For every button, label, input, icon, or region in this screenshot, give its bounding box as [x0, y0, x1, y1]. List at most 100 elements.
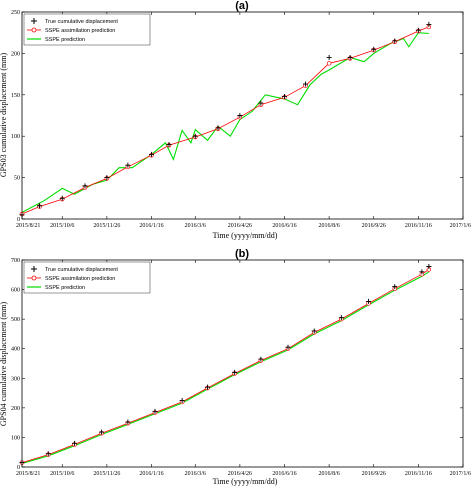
chart-b-legend-label-true: True cumulative displacement	[45, 267, 118, 273]
chart-a-true-point	[192, 133, 198, 139]
chart-a-series	[19, 21, 432, 218]
chart-b-x-tick-label: 2016/9/26	[362, 471, 386, 477]
chart-b-legend-entry-prediction: SSPE prediction	[27, 285, 85, 291]
chart-a-true-point	[347, 55, 353, 61]
chart-a-true-point	[166, 141, 172, 147]
chart-a-legend-circle-marker	[31, 27, 37, 33]
chart-a-true-point	[415, 27, 421, 33]
chart-a-legend: True cumulative displacement SSPE assimi…	[23, 13, 151, 46]
chart-a-true-point	[82, 183, 88, 189]
chart-b-x-axis-label: Time (yyyy/mm/dd)	[213, 477, 278, 486]
chart-b-x-axis: 2015/8/21 2015/10/6 2015/11/26 2016/1/16 201…	[16, 260, 471, 477]
chart-b-true-point	[205, 384, 210, 390]
chart-b-true-point	[419, 269, 425, 275]
chart-b-true-point	[99, 429, 105, 435]
chart-b-true-point	[311, 328, 317, 334]
chart-a-true-point	[326, 55, 332, 61]
chart-b-y-axis-label: GPS04 cumulative displacement (mm)	[0, 302, 8, 427]
chart-a-true-point	[104, 175, 110, 181]
chart-b-true-point	[179, 397, 185, 403]
chart-b-true-point	[258, 356, 264, 362]
chart-b-true-point	[426, 264, 432, 270]
chart-b-true-point	[285, 344, 291, 350]
chart-b-y-axis: 0 100 200 300 400 500 600 700	[11, 258, 463, 471]
chart-a-x-tick-label: 2016/3/6	[185, 223, 206, 229]
chart-b-true-point	[338, 315, 344, 321]
chart-a-legend-label-true: True cumulative displacement	[45, 19, 118, 25]
chart-b-true-point	[72, 440, 77, 446]
chart-b-true-point	[232, 369, 238, 375]
chart-b-x-tick-label: 2015/8/21	[16, 471, 40, 477]
chart-a-true-point	[237, 113, 243, 118]
chart-a-x-tick-label: 2015/11/26	[93, 223, 120, 229]
chart-b-true-point	[366, 298, 371, 304]
chart-a-title: (a)	[235, 0, 249, 12]
chart-a-x-tick-label: 2017/1/6	[450, 223, 471, 229]
chart-b-legend: True cumulative displacement SSPE assimi…	[23, 261, 151, 294]
chart-b-y-tick-label: 300	[11, 376, 20, 382]
chart-a-x-tick-label: 2016/6/16	[272, 223, 296, 229]
chart-a-true-point	[19, 212, 25, 218]
chart-b-legend-circle-marker	[31, 275, 37, 281]
chart-a-legend-box	[23, 13, 151, 46]
chart-b-true-point	[152, 408, 158, 414]
chart-a-y-tick-label: 50	[14, 176, 20, 182]
chart-b-x-tick-label: 2017/1/6	[450, 471, 471, 477]
chart-a-x-tick-label: 2016/1/16	[139, 223, 163, 229]
chart-b-true-point	[45, 451, 51, 457]
chart-a-true-point	[215, 125, 221, 131]
chart-a-series-line-assimilation_series	[21, 26, 430, 215]
chart-a-y-tick-label: 150	[11, 93, 20, 99]
chart-a-legend-entry-true: True cumulative displacement	[31, 18, 118, 25]
chart-b-y-tick-label: 500	[11, 317, 20, 323]
chart-b-legend-entry-true: True cumulative displacement	[31, 266, 118, 273]
chart-a-legend-entry-prediction: SSPE prediction	[27, 37, 85, 43]
chart-a-y-tick-label: 250	[11, 10, 20, 16]
chart-a-true-point	[125, 162, 131, 168]
chart-a-x-tick-label: 2015/8/21	[16, 223, 40, 229]
chart-a-y-axis-label: GPS03 cumulative displacement (mm)	[0, 53, 8, 178]
chart-b-plot-frame	[21, 259, 464, 468]
chart-b-x-tick-label: 2016/6/16	[272, 471, 296, 477]
chart-a-true-point	[426, 21, 432, 27]
chart-a-assimilation-point	[326, 61, 332, 66]
chart-b-y-tick-label: 700	[11, 258, 20, 264]
chart-a-true-point	[59, 195, 65, 201]
chart-a-true-point	[282, 93, 287, 99]
chart-a-legend-label-assimilation: SSPE assimilation prediction	[45, 28, 115, 34]
chart-a-x-tick-label: 2015/10/6	[50, 223, 74, 229]
chart-b-x-tick-label: 2015/11/26	[93, 471, 120, 477]
chart-b-legend-plus-marker	[31, 266, 37, 272]
chart-a-x-tick-label: 2016/9/26	[362, 223, 386, 229]
chart-b-x-tick-label: 2016/4/26	[228, 471, 252, 477]
chart-b-y-tick-label: 200	[11, 406, 20, 412]
chart-a-y-axis: 0 50 100 150 200 250	[11, 10, 463, 223]
chart-b-true-point	[125, 419, 131, 425]
chart-b-true-point	[19, 460, 25, 466]
chart-a-x-axis-label: Time (yyyy/mm/dd)	[213, 231, 278, 240]
chart-a-legend-entry-assimilation: SSPE assimilation prediction	[27, 27, 115, 34]
chart-b-y-tick-label: 0	[17, 465, 20, 471]
chart-a-true-point	[258, 100, 264, 106]
chart-a-legend-label-prediction: SSPE prediction	[45, 37, 85, 43]
chart-b-series	[19, 264, 432, 466]
chart-a-legend-plus-marker	[31, 18, 37, 24]
chart-b-x-tick-label: 2016/11/16	[405, 471, 432, 477]
chart-b-y-tick-label: 100	[11, 435, 20, 441]
chart-b-x-tick-label: 2015/10/6	[50, 471, 74, 477]
chart-a-true-point	[303, 81, 308, 87]
chart-b-x-tick-label: 2016/1/16	[139, 471, 163, 477]
chart-b-legend-entry-assimilation: SSPE assimilation prediction	[27, 275, 115, 282]
chart-b-legend-box	[23, 261, 151, 294]
chart-a-y-tick-label: 100	[11, 134, 20, 140]
chart-a-true-point	[37, 203, 42, 209]
chart-b-y-tick-label: 600	[11, 288, 20, 294]
chart-a-true-point	[371, 46, 377, 52]
chart-b-true-point	[392, 284, 398, 290]
chart-b-legend-label-assimilation: SSPE assimilation prediction	[45, 276, 115, 282]
chart-a-x-tick-label: 2016/11/16	[405, 223, 432, 229]
chart-b-x-tick-label: 2016/8/6	[318, 471, 339, 477]
